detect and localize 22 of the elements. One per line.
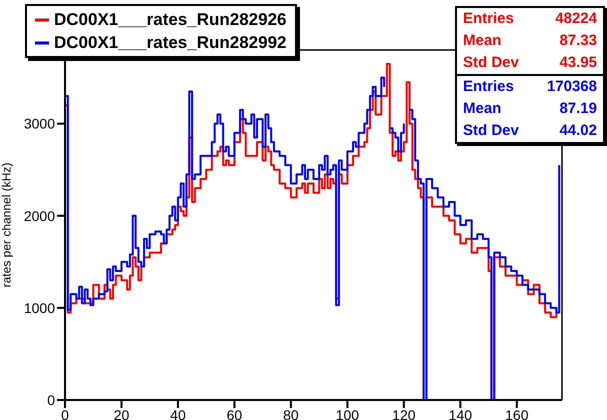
- text: Std Dev 44.02: [463, 122, 597, 139]
- x-tick-label: 20: [114, 406, 130, 420]
- y-tick-label: 3000: [24, 116, 56, 132]
- text: Entries 48224: [463, 10, 597, 27]
- text: Entries 170368: [463, 78, 597, 95]
- text: Mean 87.33: [463, 32, 597, 49]
- legend-label: DC00X1___rates_Run282992: [54, 32, 286, 54]
- x-tick-label: 120: [392, 406, 416, 420]
- x-tick-label: 160: [505, 406, 529, 420]
- x-tick-label: 100: [336, 406, 360, 420]
- x-tick-label: 40: [170, 406, 186, 420]
- y-tick-label: 1000: [24, 300, 56, 316]
- legend-label: DC00X1___rates_Run282926: [54, 9, 286, 31]
- x-tick-label: 80: [283, 406, 299, 420]
- text: Mean 87.19: [463, 100, 597, 117]
- x-tick-label: 0: [61, 406, 70, 420]
- y-tick-label: 2000: [24, 208, 56, 224]
- x-tick-label: 60: [226, 406, 242, 420]
- x-tick-label: 140: [448, 406, 472, 420]
- y-axis-title: rates per channel (kHz): [0, 162, 14, 288]
- text: Std Dev 43.95: [463, 54, 597, 71]
- y-tick-label: 0: [47, 392, 56, 408]
